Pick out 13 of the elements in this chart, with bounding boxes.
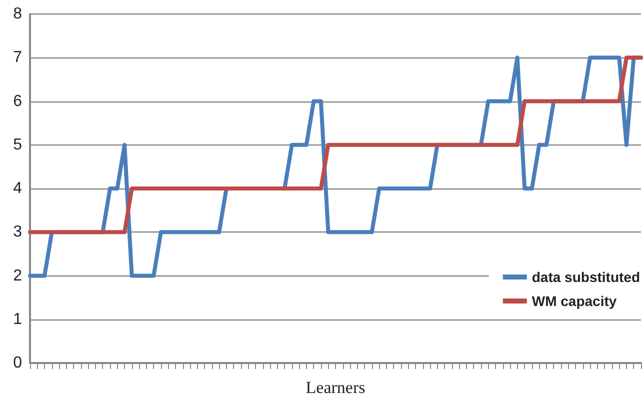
y-tick-label: 5: [13, 136, 22, 154]
y-tick-label: 3: [13, 224, 22, 241]
line-series: [28, 56, 643, 234]
y-tick-label: 0: [13, 354, 22, 372]
x-axis-title: Learners: [306, 378, 366, 397]
y-tick-label: 1: [13, 310, 22, 328]
legend-label: WM capacity: [532, 293, 617, 309]
y-tick-label: 2: [13, 267, 22, 284]
y-tick-label: 7: [13, 49, 22, 66]
y-tick-label: 8: [13, 6, 22, 22]
y-tick-label: 4: [13, 180, 22, 197]
legend-label: data substituted: [532, 269, 640, 285]
y-tick-label: 6: [13, 92, 22, 110]
